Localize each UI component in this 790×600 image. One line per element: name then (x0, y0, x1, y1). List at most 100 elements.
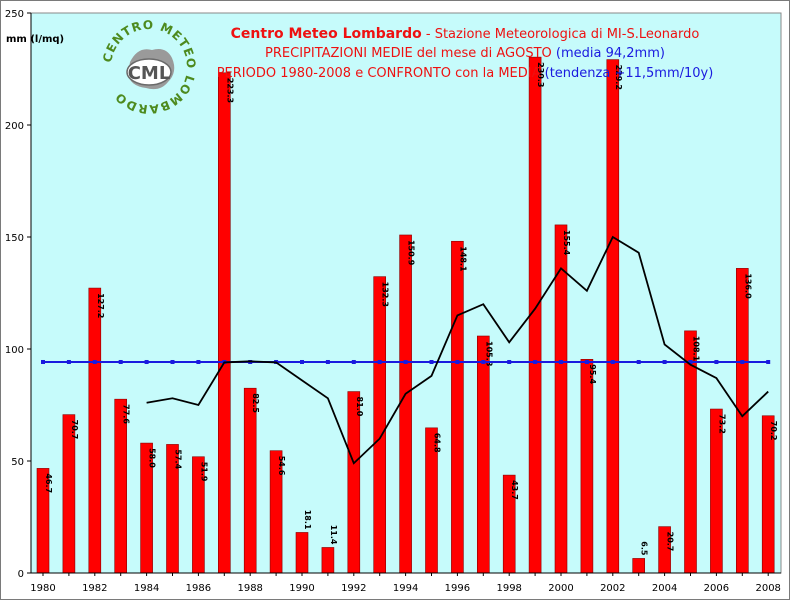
bar (243, 387, 257, 574)
bar-value-label: 148.1 (458, 246, 467, 272)
mean-line-marker (403, 359, 408, 364)
mean-line-marker (351, 359, 356, 364)
mean-line-marker (455, 359, 460, 364)
y-tick-label: 100 (5, 345, 24, 356)
x-tick-label: 2002 (600, 583, 625, 594)
mean-line-marker (196, 359, 201, 364)
bar (399, 234, 412, 574)
bar-value-label: 229.2 (614, 65, 623, 90)
bar-value-label: 82.5 (251, 393, 260, 413)
mean-line-marker (662, 359, 667, 364)
logo-badge (126, 58, 172, 86)
bar-value-label: 51.9 (199, 462, 208, 482)
bar (218, 72, 231, 574)
x-tick-label: 2004 (652, 583, 677, 594)
bar-value-label: 77.6 (122, 404, 131, 424)
lines-group (41, 235, 771, 465)
x-tick-label: 2008 (755, 583, 780, 594)
subtitle-precip: PRECIPITAZIONI MEDIE del mese di AGOSTO (265, 46, 552, 61)
mean-line-marker (636, 359, 641, 364)
bar (373, 276, 387, 574)
bar (554, 224, 568, 574)
bar (88, 287, 102, 574)
station-name: - Stazione Meteorologica di MI-S.Leonard… (421, 27, 700, 42)
bar-value-label: 18.1 (303, 510, 312, 530)
mean-line-marker (325, 359, 330, 364)
bar-value-label: 155.4 (562, 230, 571, 256)
bar (606, 59, 620, 574)
bar-value-label: 127.2 (96, 293, 105, 318)
x-tick-label: 1994 (393, 583, 418, 594)
bar-value-label: 230.3 (536, 62, 545, 87)
bar-value-label: 150.9 (407, 240, 416, 266)
bar-value-label: 64.8 (433, 433, 442, 453)
chart-title-line-2: PRECIPITAZIONI MEDIE del mese di AGOSTO … (205, 46, 725, 61)
bar (451, 240, 464, 574)
bar (347, 391, 361, 574)
x-tick-label: 1990 (289, 583, 314, 594)
bar-value-label: 223.3 (225, 78, 234, 103)
bar-value-label: 105.8 (484, 341, 493, 367)
moving-average-line (146, 235, 769, 465)
mean-line-marker (533, 359, 538, 364)
mean-line-marker (610, 359, 615, 364)
y-tick-label: 200 (5, 121, 24, 132)
x-tick-label: 1996 (445, 583, 470, 594)
mean-line-marker (481, 359, 486, 364)
bar-value-label: 58.0 (148, 448, 157, 468)
chart-title-line-1: Centro Meteo Lombardo - Stazione Meteoro… (205, 26, 725, 42)
bar-value-label: 132.3 (381, 282, 390, 307)
y-axis-label: mm (l/mq) (6, 34, 65, 45)
subtitle-mean: (media 94,2mm) (551, 46, 665, 61)
bar (735, 268, 749, 574)
bar-value-label: 57.4 (174, 449, 183, 469)
x-tick-label: 1998 (496, 583, 521, 594)
mean-line-marker (584, 359, 589, 364)
x-tick-label: 1986 (186, 583, 211, 594)
x-tick-label: 1992 (341, 583, 366, 594)
bar-value-label: 54.6 (277, 456, 286, 476)
bar-value-label: 46.7 (44, 473, 53, 493)
chart-title-line-3: PERIODO 1980-2008 e CONFRONTO con la MED… (205, 66, 725, 81)
bar-value-label: 95.4 (588, 364, 597, 384)
y-tick-label: 150 (5, 233, 24, 244)
mean-line-marker (41, 359, 45, 364)
x-tick-label: 1980 (30, 583, 55, 594)
bar-value-label: 11.4 (329, 525, 338, 545)
y-tick-label: 250 (5, 9, 24, 20)
mean-line-marker (92, 359, 97, 364)
mean-line-marker (740, 359, 745, 364)
bar-value-label: 73.2 (717, 414, 726, 434)
bar-value-label: 70.7 (70, 420, 79, 440)
mean-line-marker (688, 359, 693, 364)
bar-value-label: 81.0 (355, 397, 364, 417)
mean-line-marker (377, 359, 382, 364)
y-tick-label: 0 (18, 569, 24, 580)
bar-value-label: 136.0 (743, 273, 752, 299)
bar-value-label: 70.2 (769, 421, 778, 441)
bar-value-label: 6.5 (640, 541, 649, 556)
bar (295, 532, 309, 574)
org-name: Centro Meteo Lombardo (230, 26, 422, 42)
x-tick-label: 1988 (237, 583, 262, 594)
mean-line-marker (66, 359, 71, 364)
mean-line-marker (766, 359, 771, 364)
bar-value-label: 20.7 (666, 532, 675, 552)
mean-line-marker (144, 359, 149, 364)
mean-line-marker (559, 359, 563, 364)
subtitle-period: PERIODO 1980-2008 e CONFRONTO con la MED… (216, 66, 541, 81)
mean-line-marker (714, 359, 719, 364)
bar (580, 359, 594, 574)
bars-group: 46.7 70.7 127.2 77.6 58.0 57.4 51.9 223.3 82.5 54… (36, 56, 778, 574)
x-tick-label: 2006 (704, 583, 729, 594)
mean-line-marker (429, 359, 434, 364)
bar (114, 398, 127, 574)
axes-group: 0 50 100 150 200 250 1980 1982 1984 1986 1988 1990 1… (5, 9, 781, 594)
x-tick-label: 1982 (82, 583, 107, 594)
x-tick-label: 2000 (548, 583, 573, 594)
mean-line-marker (300, 359, 304, 364)
x-tick-label: 1984 (134, 583, 159, 594)
mean-line-marker (170, 359, 175, 364)
mean-line-marker (507, 359, 512, 364)
